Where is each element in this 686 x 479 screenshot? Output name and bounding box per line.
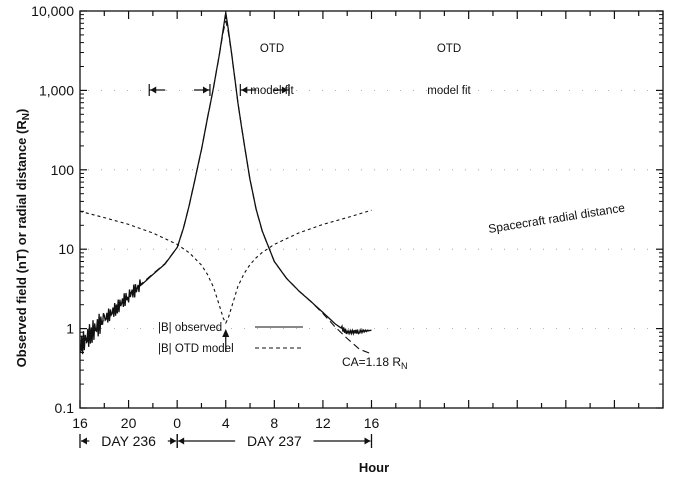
- x-tick-label: 0: [173, 415, 181, 431]
- day-span-arrow: [81, 437, 87, 445]
- fit-range-arrow: [202, 86, 209, 94]
- y-tick-label: 100: [51, 162, 75, 178]
- otd-right-range: [239, 84, 290, 96]
- legend: |B| observed |B| OTD model: [158, 322, 303, 355]
- radial-distance-label: Spacecraft radial distance: [487, 200, 626, 235]
- otd-right-line1: OTD: [437, 43, 461, 55]
- y-tick-label: 10,000: [31, 3, 74, 19]
- x-axis-label: Hour: [359, 460, 389, 475]
- series-spacecraft-radial-distance: [79, 209, 372, 325]
- day-span-arrow: [170, 437, 177, 445]
- day-span-2: DAY 237: [176, 433, 373, 449]
- fit-range-arrow: [150, 86, 157, 94]
- series-b-observed: [79, 12, 372, 355]
- x-tick-label: 12: [315, 415, 331, 431]
- closest-approach-label: CA=1.18 RN: [342, 355, 408, 371]
- otd-left-annotation: OTD model fit: [250, 43, 294, 97]
- x-tick-label: 16: [364, 415, 380, 431]
- x-tick-label: 20: [121, 415, 137, 431]
- y-tick-label: 10: [58, 241, 74, 257]
- x-tick-label: 8: [270, 415, 278, 431]
- day-span-arrow: [178, 437, 185, 445]
- legend-model-label: |B| OTD model: [158, 343, 234, 355]
- day-span-label: DAY 236: [101, 433, 156, 449]
- otd-left-line2: model fit: [250, 85, 294, 97]
- series-b-otd-model: [79, 20, 372, 355]
- otd-left-range: [148, 84, 211, 96]
- day-span-1: DAY 236: [79, 433, 178, 449]
- fit-range-arrow: [241, 86, 248, 94]
- day-span-label: DAY 237: [247, 433, 302, 449]
- otd-right-line2: model fit: [427, 85, 471, 97]
- x-tick-label: 4: [222, 415, 230, 431]
- otd-right-annotation: OTD model fit: [427, 43, 471, 97]
- y-tick-label: 1: [66, 321, 74, 337]
- ca-arrow-head: [222, 329, 230, 337]
- otd-left-line1: OTD: [260, 43, 284, 55]
- y-axis-label: Observed field (nT) or radial distance (…: [14, 109, 32, 368]
- y-tick-label: 1,000: [39, 82, 74, 98]
- day-span-arrow: [364, 437, 371, 445]
- x-tick-label: 16: [72, 415, 88, 431]
- y-tick-label: 0.1: [55, 400, 75, 416]
- legend-observed-label: |B| observed: [158, 322, 222, 334]
- fit-range-arrow: [281, 86, 288, 94]
